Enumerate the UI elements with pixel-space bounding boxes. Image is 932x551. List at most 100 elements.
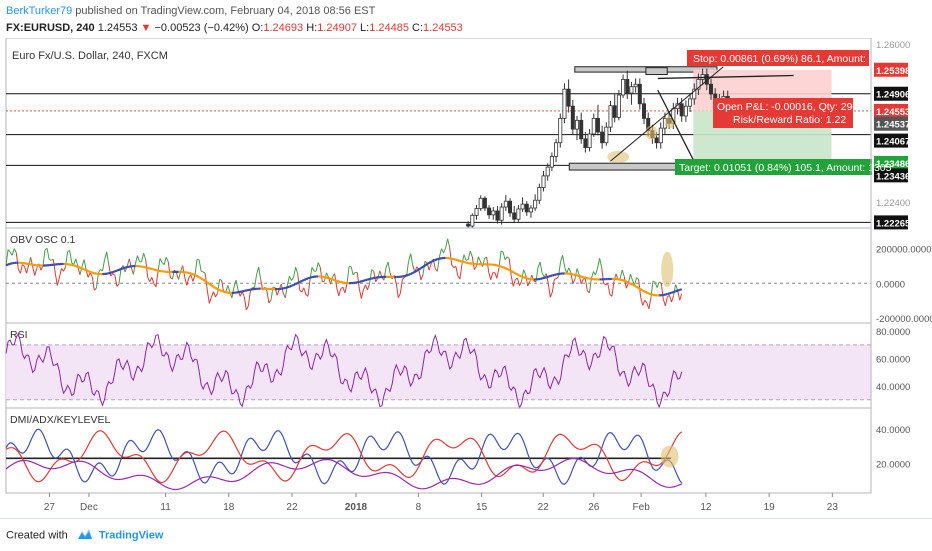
obv-line-segment <box>246 306 248 310</box>
obv-ma-segment <box>193 274 195 275</box>
obv-line-segment <box>43 250 45 266</box>
obv-ma-segment <box>676 291 678 292</box>
obv-ma-segment <box>80 268 82 269</box>
obv-line-segment <box>156 272 158 287</box>
obv-ma-segment <box>421 267 423 268</box>
open-pl-label: Open P&L: -0.00016, Qty: 29036 <box>717 101 870 113</box>
obv-line-segment <box>569 268 571 273</box>
obv-ma-segment <box>583 277 585 278</box>
mini-zone <box>646 68 667 75</box>
highlight-ellipse <box>665 116 675 128</box>
obv-ma-segment <box>548 276 550 277</box>
obv-ma-segment <box>289 286 291 287</box>
obv-line-segment <box>489 272 491 280</box>
publish-info: published on TradingView.com, February 0… <box>75 5 375 17</box>
candle <box>538 188 541 201</box>
down-arrow-icon: ▼ <box>141 22 152 34</box>
dmi-highlight-ellipse <box>661 446 679 468</box>
obv-ma-segment <box>6 264 8 265</box>
candle <box>467 224 470 226</box>
obv-line-segment <box>563 255 565 267</box>
candle <box>471 215 474 226</box>
obv-line-segment <box>236 280 238 290</box>
obv-ma-segment <box>577 275 579 276</box>
obv-ma-segment <box>326 278 328 279</box>
obv-line-segment <box>483 258 485 266</box>
dmi-minus-line <box>6 431 682 483</box>
price-tick-label: 1.24537 <box>876 120 910 131</box>
obv-line-segment <box>439 249 441 257</box>
obv-line-segment <box>191 275 193 282</box>
obv-ma-segment <box>113 271 115 272</box>
obv-ma-segment <box>626 282 628 283</box>
candle <box>546 167 549 176</box>
obv-ma-segment <box>337 281 339 282</box>
obv-line-segment <box>511 276 513 286</box>
obv-ma-segment <box>624 281 626 282</box>
obv-line-segment <box>591 272 593 279</box>
candle <box>655 138 658 143</box>
support-zone <box>569 163 677 170</box>
obv-ma-segment <box>216 288 218 289</box>
obv-ma-segment <box>458 260 460 261</box>
obv-line-segment <box>277 290 279 295</box>
obv-line-segment <box>211 292 213 297</box>
obv-line-segment <box>595 268 597 275</box>
price-pane[interactable]: Euro Fx/U.S. Dollar, 240, FXCM1.260001.2… <box>6 38 911 229</box>
author-link[interactable]: BerkTurker79 <box>6 5 72 17</box>
obv-ma-segment <box>92 273 94 274</box>
low-label: L: <box>360 22 369 34</box>
obv-line-segment <box>248 291 250 306</box>
obv-line-segment <box>374 271 376 282</box>
candle <box>492 211 495 215</box>
obv-line-segment <box>669 295 671 302</box>
candle <box>588 134 591 148</box>
symbol-label[interactable]: FX:EURUSD, 240 <box>6 22 95 34</box>
obv-line-segment <box>49 259 51 260</box>
obv-ma-segment <box>224 292 226 293</box>
close-label: C: <box>412 22 423 34</box>
obv-line-segment <box>353 272 355 274</box>
obv-line-segment <box>370 270 372 284</box>
obv-ma-segment <box>335 280 337 281</box>
obv-ma-segment <box>8 264 10 265</box>
obv-line-segment <box>47 248 49 259</box>
obv-ma-segment <box>645 292 647 293</box>
candle <box>580 120 583 139</box>
obv-line-segment <box>14 249 16 253</box>
obv-ma-segment <box>520 275 522 276</box>
pane-border-3 <box>6 408 871 493</box>
x-tick-label: 22 <box>538 502 550 513</box>
obv-ma-segment <box>331 279 333 280</box>
obv-ma-segment <box>641 289 643 290</box>
obv-line-segment <box>468 251 470 260</box>
obv-ma-segment <box>148 268 150 269</box>
obv-ma-segment <box>524 277 526 278</box>
obv-line-segment <box>637 278 639 280</box>
candle <box>508 201 511 213</box>
obv-ma-segment <box>109 273 111 274</box>
obv-line-segment <box>164 257 166 264</box>
candle <box>680 104 683 116</box>
obv-ma-segment <box>409 274 411 275</box>
obv-highlight-ellipse <box>661 251 673 287</box>
tradingview-brand[interactable]: TradingView <box>99 529 164 541</box>
obv-line-segment <box>552 279 554 292</box>
chart-area[interactable]: Euro Fx/U.S. Dollar, 240, FXCM1.260001.2… <box>0 38 932 518</box>
close-value: 1.24553 <box>423 22 463 34</box>
price-tick-label: 1.24553 <box>876 107 910 118</box>
obv-line-segment <box>556 277 558 279</box>
obv-line-segment <box>524 270 526 275</box>
obv-ma-segment <box>207 282 209 283</box>
obv-line-segment <box>337 288 339 296</box>
x-tick-label: 26 <box>588 502 600 513</box>
obv-ma-segment <box>669 293 671 294</box>
obv-ma-segment <box>542 278 544 279</box>
obv-ma-segment <box>88 271 90 272</box>
obv-ma-segment <box>507 269 509 270</box>
obv-line-segment <box>448 239 450 248</box>
